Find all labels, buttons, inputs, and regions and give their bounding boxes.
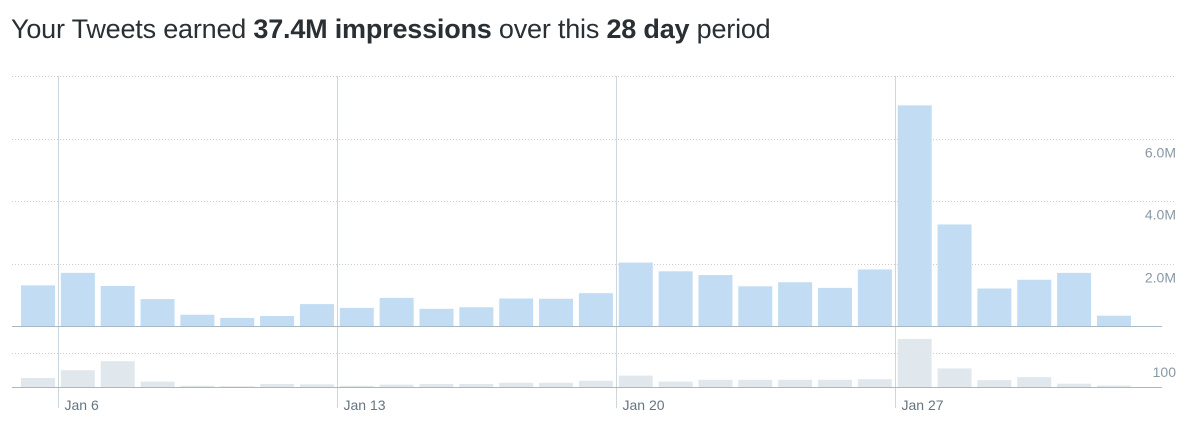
impressions-bar [499, 298, 534, 326]
secondary-bar [897, 339, 932, 387]
secondary-bar [379, 384, 414, 387]
secondary-bar [60, 370, 95, 387]
impressions-bar [977, 288, 1012, 326]
impressions-bar [180, 314, 215, 326]
impressions-bar [260, 316, 295, 326]
impressions-bar [818, 287, 852, 326]
impressions-bar [857, 269, 892, 326]
x-tick-label: Jan 13 [344, 397, 386, 413]
secondary-bar [698, 379, 733, 387]
period-length: 28 day [606, 14, 690, 44]
secondary-bar [419, 384, 454, 387]
secondary-bar [1057, 383, 1092, 387]
impressions-bar [299, 304, 334, 326]
secondary-bar [977, 380, 1012, 387]
secondary-bar [180, 385, 215, 387]
x-tick-label: Jan 20 [623, 397, 665, 413]
impressions-total: 37.4M impressions [253, 14, 492, 44]
secondary-bar [299, 384, 334, 387]
x-tick-label: Jan 27 [902, 397, 944, 413]
impressions-bar [578, 293, 613, 326]
secondary-bar [459, 384, 494, 387]
secondary-bar [818, 379, 852, 387]
impressions-bar [1096, 315, 1131, 326]
impressions-bar [1057, 272, 1092, 326]
secondary-bar [539, 382, 574, 387]
x-tick-label: Jan 6 [65, 397, 99, 413]
impressions-bar [698, 275, 733, 326]
impressions-bar [220, 317, 255, 326]
secondary-bar [220, 386, 255, 387]
headline-prefix: Your Tweets earned [11, 14, 247, 44]
impressions-bar [379, 297, 414, 326]
impressions-bar [738, 286, 773, 326]
y-tick-label: 2.0M [1145, 270, 1176, 286]
impressions-bar [897, 105, 932, 326]
secondary-bar [937, 368, 972, 387]
secondary-bar [260, 384, 295, 387]
secondary-bar [1096, 385, 1131, 387]
secondary-bar [100, 361, 135, 387]
y-tick-label: 6.0M [1145, 145, 1176, 161]
impressions-bar [339, 307, 374, 326]
secondary-bar [578, 380, 613, 387]
impressions-bar [778, 282, 813, 326]
impressions-bar [539, 298, 574, 326]
impressions-bar [419, 308, 454, 326]
y-tick-label: 4.0M [1145, 207, 1176, 223]
secondary-bar [857, 379, 892, 387]
secondary-bar [738, 379, 773, 387]
impressions-bar [21, 285, 55, 326]
secondary-bar [499, 382, 534, 387]
secondary-bar [778, 379, 813, 387]
secondary-bar [339, 385, 374, 387]
impressions-bar [937, 224, 972, 326]
impressions-bar [459, 307, 494, 326]
impressions-bar [60, 272, 95, 326]
secondary-bar [140, 381, 175, 387]
impressions-bar [140, 299, 175, 326]
impressions-bar [1017, 279, 1052, 326]
impressions-bar [658, 271, 693, 326]
impressions-bar [618, 262, 653, 326]
secondary-bar [618, 375, 653, 387]
secondary-bar [658, 381, 693, 387]
impressions-bar [100, 286, 135, 326]
secondary-bar [1017, 377, 1052, 387]
headline-middle: over this [498, 14, 600, 44]
page-title: Your Tweets earned 37.4M impressions ove… [11, 14, 771, 45]
headline-suffix: period [696, 14, 771, 44]
secondary-y-tick-label: 100 [1153, 364, 1177, 380]
secondary-bar [21, 378, 55, 387]
